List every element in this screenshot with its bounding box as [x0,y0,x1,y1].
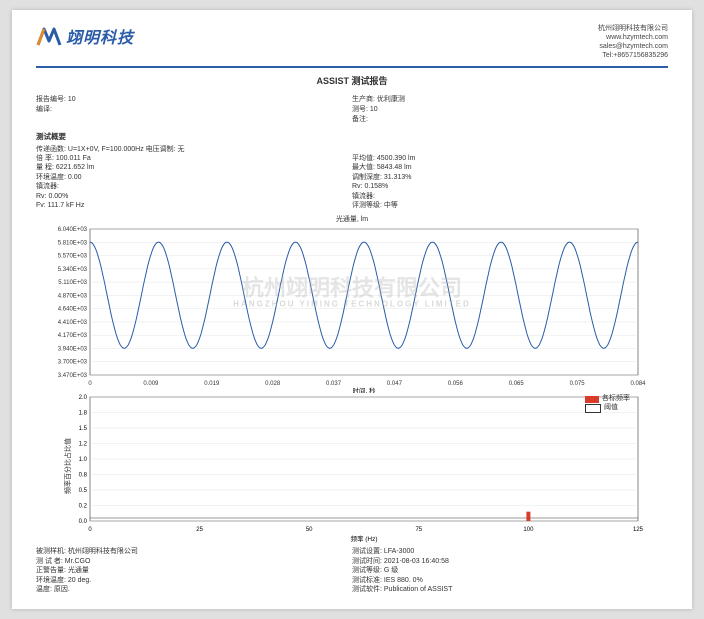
text-line: 最大值: 5843.48 lm [352,163,668,172]
legend-item: 阈值 [585,404,630,413]
text-line: 量 程: 6221.652 lm [36,163,352,172]
report-page: 翊明科技 杭州翊明科技有限公司www.hzymtech.comsales@hzy… [12,10,692,609]
text-line: 平均值: 4500.390 lm [352,154,668,163]
text-line: 测试软件: Publication of ASSIST [352,585,668,594]
svg-text:0.0: 0.0 [79,519,88,525]
logo-text: 翊明科技 [66,24,134,48]
svg-text:1.0: 1.0 [79,457,88,463]
svg-text:3.470E+03: 3.470E+03 [58,373,88,379]
svg-text:0.5: 0.5 [79,488,88,494]
svg-text:75: 75 [415,527,422,533]
logo-icon [36,25,62,47]
company-info: 杭州翊明科技有限公司www.hzymtech.comsales@hzymtech… [598,24,668,60]
summary-title: 测试概要 [36,131,668,142]
svg-text:0.028: 0.028 [265,381,281,387]
svg-text:4.170E+03: 4.170E+03 [58,334,88,340]
svg-text:1.8: 1.8 [79,411,88,417]
svg-text:0.084: 0.084 [630,381,646,387]
footer-meta: 被测样机: 杭州翊明科技有限公司测 试 者: Mr.CGO正警告量: 光通量环境… [36,547,668,594]
svg-text:2.0: 2.0 [79,395,88,401]
svg-text:125: 125 [633,527,644,533]
bar-chart-box: 频率百分比占比值 2.0 1.8 1.5 1.2 1.0 0.8 0.5 0.2 0.00 25 5… [46,391,658,541]
svg-text:5.570E+03: 5.570E+03 [58,254,88,260]
text-line: 测试等级: G 级 [352,566,668,575]
svg-text:0.065: 0.065 [509,381,525,387]
svg-text:50: 50 [306,527,313,533]
svg-text:0.2: 0.2 [79,504,88,510]
svg-text:0.047: 0.047 [387,381,403,387]
text-line: sales@hzymtech.com [598,42,668,51]
text-line: 镇流器: [352,192,668,201]
svg-text:0: 0 [88,527,92,533]
svg-text:0: 0 [88,381,92,387]
text-line: 调制深度: 31.313% [352,173,668,182]
text-line: 被测样机: 杭州翊明科技有限公司 [36,547,352,556]
text-line: 倍 率: 100.011 Fa [36,154,352,163]
svg-text:0.075: 0.075 [570,381,586,387]
report-title: ASSIST 测试报告 [36,74,668,87]
svg-text:1.2: 1.2 [79,442,88,448]
svg-text:25: 25 [196,527,203,533]
svg-text:0.056: 0.056 [448,381,464,387]
svg-text:0.009: 0.009 [143,381,159,387]
svg-text:0.8: 0.8 [79,473,88,479]
report-header: 翊明科技 杭州翊明科技有限公司www.hzymtech.comsales@hzy… [36,24,668,68]
logo: 翊明科技 [36,24,134,48]
summary-line: 传递函数: U=1X+0V, F=100.000Hz 电压调制: 无 [36,144,668,154]
sine-chart-box: 6.040E+03 5.810E+03 5.570E+03 5.340E+03 5.11… [46,225,658,385]
meta-block: 报告编号: 10编译: 生产商: 优利康测测号: 10备注: [36,95,668,124]
svg-text:3.700E+03: 3.700E+03 [58,360,88,366]
text-line: 测试时间: 2021-08-03 16:40:58 [352,557,668,566]
svg-text:3.940E+03: 3.940E+03 [58,347,88,353]
text-line: 测试标准: IES 880. 0% [352,576,668,585]
text-line: 评测等级: 中等 [352,201,668,210]
text-line: 测号: 10 [352,105,668,115]
text-line: 编译: [36,105,352,115]
text-line: 温度: 原因. [36,585,352,594]
svg-text:0.019: 0.019 [204,381,220,387]
text-line: 正警告量: 光通量 [36,566,352,575]
text-line: 报告编号: 10 [36,95,352,105]
text-line: Rv: 0.158% [352,182,668,191]
svg-text:4.640E+03: 4.640E+03 [58,307,88,313]
svg-text:5.340E+03: 5.340E+03 [58,267,88,273]
svg-text:0.037: 0.037 [326,381,342,387]
svg-text:4.410E+03: 4.410E+03 [58,320,88,326]
bar-ylabel: 频率百分比占比值 [63,438,73,494]
text-line: 杭州翊明科技有限公司 [598,24,668,33]
text-line: Fv: 111.7 kF Hz [36,201,352,210]
params-block: 倍 率: 100.011 Fa量 程: 6221.652 lm环境温度: 0.0… [36,154,668,211]
svg-text:100: 100 [523,527,534,533]
text-line: 环境温度: 20 deg. [36,576,352,585]
bar-legend: 各标频率阈值 [585,395,630,412]
svg-text:5.110E+03: 5.110E+03 [58,280,87,286]
text-line: 镇流器: [36,182,352,191]
text-line: Tel:+8657156835296 [598,51,668,60]
sine-chart-title: 光通量, lm [36,214,668,224]
text-line: Rv: 0.00% [36,192,352,201]
sine-chart: 6.040E+03 5.810E+03 5.570E+03 5.340E+03 5.11… [46,225,646,393]
svg-text:4.870E+03: 4.870E+03 [58,294,88,300]
svg-text:5.810E+03: 5.810E+03 [58,241,88,247]
text-line: 生产商: 优利康测 [352,95,668,105]
text-line: www.hzymtech.com [598,33,668,42]
text-line: 环境温度: 0.00 [36,173,352,182]
legend-item: 各标频率 [585,395,630,403]
text-line: 测 试 者: Mr.CGO [36,557,352,566]
svg-text:1.5: 1.5 [79,426,88,432]
text-line: 测试设置: LFA-3000 [352,547,668,556]
text-line: 备注: [352,115,668,125]
svg-text:频率 (Hz): 频率 (Hz) [350,534,377,543]
bar-chart: 2.0 1.8 1.5 1.2 1.0 0.8 0.5 0.2 0.00 25 50 75 100 125… [46,391,646,543]
svg-text:6.040E+03: 6.040E+03 [58,227,88,233]
